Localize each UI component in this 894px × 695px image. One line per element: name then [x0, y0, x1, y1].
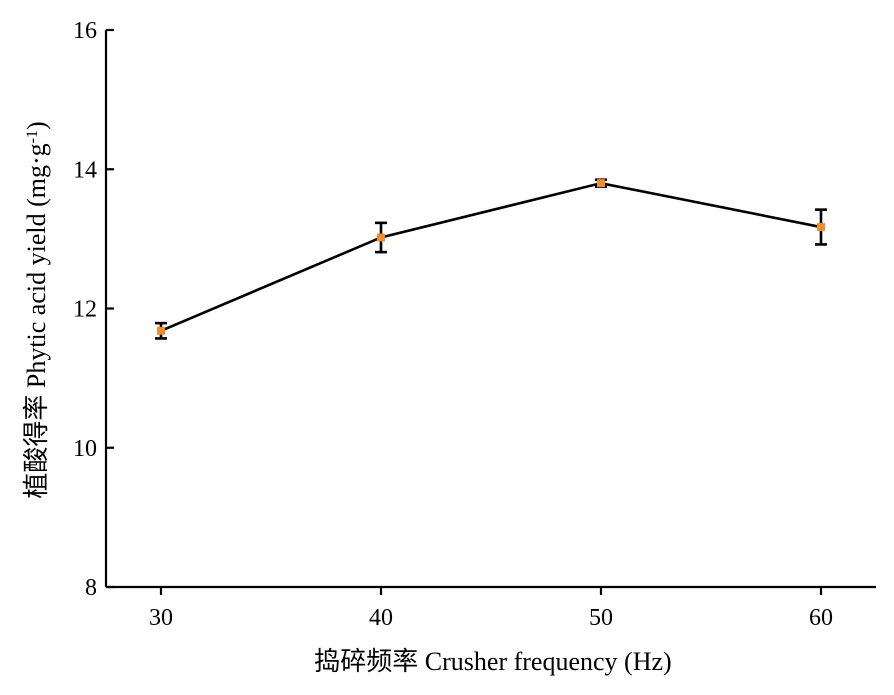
x-tick-label: 50: [589, 605, 613, 631]
y-tick-label: 16: [73, 18, 97, 44]
x-axis-title: 捣碎频率 Crusher frequency (Hz): [314, 647, 671, 676]
x-tick-label: 30: [149, 605, 173, 631]
y-axis-title-sup: -1: [24, 130, 41, 143]
x-tick-label: 60: [809, 605, 833, 631]
y-axis-title: 植酸得率 Phytic acid yield (mg·g-1): [22, 121, 51, 498]
error-bars: [155, 178, 827, 340]
x-tick-label: 40: [369, 605, 393, 631]
y-tick-label: 14: [73, 157, 97, 183]
data-point: [817, 223, 825, 232]
y-axis-title-main: 植酸得率 Phytic acid yield (mg·g: [22, 143, 51, 498]
x-ticks: 30 40 50 60: [149, 587, 833, 631]
data-point: [157, 326, 165, 335]
y-tick-label: 12: [73, 297, 97, 323]
y-axis-title-end: ): [22, 121, 51, 130]
axes: [104, 30, 876, 589]
markers: [157, 179, 825, 335]
y-ticks: 8 10 12 14 16: [73, 18, 114, 601]
y-tick-label: 10: [73, 436, 97, 462]
y-tick-label: 8: [85, 575, 97, 601]
series-line-group: [160, 181, 822, 332]
data-point: [597, 179, 605, 188]
data-point: [377, 233, 385, 242]
series-line: [160, 181, 822, 332]
